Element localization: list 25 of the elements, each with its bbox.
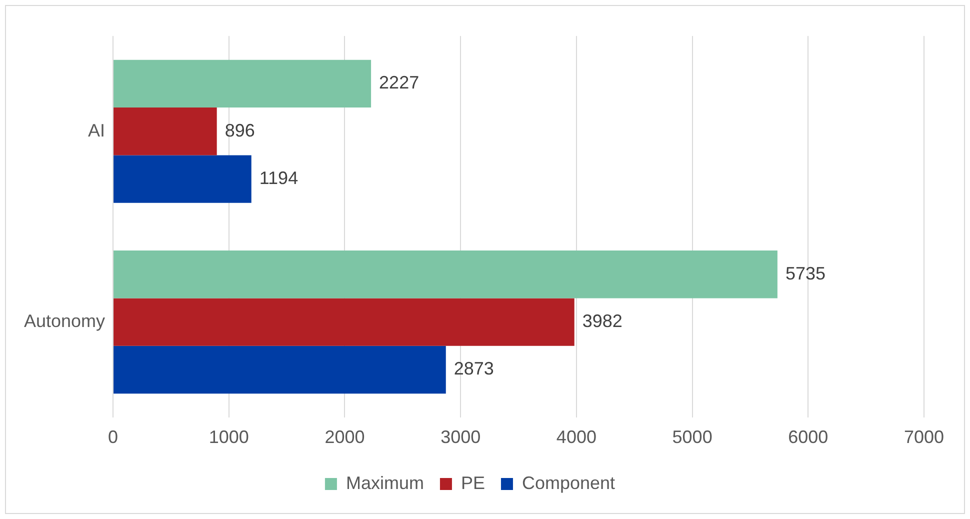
data-label: 1194 <box>259 168 298 188</box>
bar <box>114 250 778 298</box>
bar <box>114 298 574 346</box>
data-label: 2227 <box>379 72 420 93</box>
x-tick-label: 6000 <box>788 427 828 448</box>
y-tick-label: Autonomy <box>24 311 106 332</box>
x-tick-label: 0 <box>108 427 118 448</box>
x-tick-label: 7000 <box>904 427 944 448</box>
x-tick-label: 4000 <box>556 427 596 448</box>
x-tick-label: 5000 <box>672 427 712 448</box>
x-tick-label: 3000 <box>440 427 481 448</box>
legend-label: PE <box>460 472 485 493</box>
bar <box>114 155 252 203</box>
legend-label: Component <box>522 472 616 493</box>
y-tick-label: AI <box>88 120 106 140</box>
bar <box>114 108 217 156</box>
bar <box>114 60 372 108</box>
legend-label: Maximum <box>346 472 424 493</box>
data-label: 896 <box>224 120 255 140</box>
x-tick-label: 1000 <box>208 427 249 448</box>
data-label: 5735 <box>785 263 826 284</box>
x-tick-label: 2000 <box>324 427 365 448</box>
data-label: 3982 <box>582 311 622 332</box>
data-label: 2873 <box>454 358 494 379</box>
bar <box>114 346 446 394</box>
